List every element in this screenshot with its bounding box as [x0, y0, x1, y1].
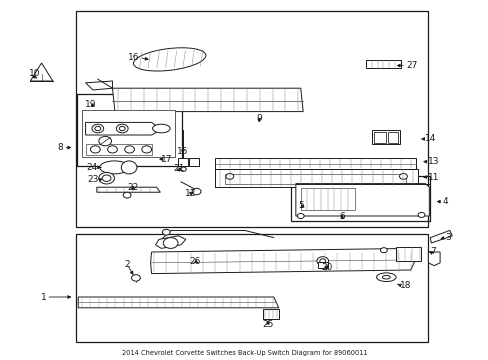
Polygon shape: [112, 88, 303, 112]
Ellipse shape: [99, 172, 114, 184]
Ellipse shape: [119, 126, 125, 131]
Ellipse shape: [376, 273, 395, 282]
Ellipse shape: [382, 275, 389, 279]
Bar: [188, 158, 198, 166]
Polygon shape: [85, 122, 161, 135]
Ellipse shape: [116, 124, 128, 133]
Text: 13: 13: [427, 157, 439, 166]
Ellipse shape: [124, 146, 134, 153]
Bar: [395, 247, 420, 261]
Text: 11: 11: [427, 173, 439, 181]
Bar: [82, 110, 175, 157]
Bar: [373, 132, 385, 143]
Polygon shape: [427, 252, 439, 266]
Bar: [77, 94, 182, 166]
Text: 26: 26: [188, 256, 200, 265]
Text: 12: 12: [184, 189, 196, 198]
Polygon shape: [85, 144, 151, 155]
Bar: [224, 174, 405, 184]
Bar: [76, 11, 427, 227]
Ellipse shape: [99, 136, 111, 146]
Ellipse shape: [163, 238, 178, 248]
Text: 24: 24: [86, 163, 98, 172]
Polygon shape: [429, 230, 451, 243]
Text: 9: 9: [256, 113, 262, 122]
Bar: [290, 176, 429, 221]
Text: 18: 18: [399, 281, 411, 289]
Polygon shape: [215, 169, 417, 187]
Ellipse shape: [399, 174, 407, 179]
Ellipse shape: [162, 229, 170, 235]
Polygon shape: [295, 184, 428, 216]
Ellipse shape: [90, 146, 100, 153]
Ellipse shape: [92, 124, 103, 133]
Polygon shape: [97, 187, 160, 192]
Ellipse shape: [107, 146, 117, 153]
Ellipse shape: [100, 161, 129, 174]
Polygon shape: [155, 236, 185, 248]
Text: 5: 5: [297, 202, 303, 210]
Text: 1: 1: [41, 292, 46, 302]
Bar: [365, 60, 400, 68]
Text: 27: 27: [405, 61, 416, 70]
Ellipse shape: [142, 146, 151, 153]
Polygon shape: [215, 158, 415, 169]
Ellipse shape: [316, 257, 328, 265]
Bar: [300, 188, 354, 210]
Text: 22: 22: [127, 183, 139, 192]
Bar: [317, 262, 327, 268]
Bar: [263, 309, 278, 319]
Polygon shape: [85, 81, 112, 90]
Text: 17: 17: [161, 154, 173, 163]
Ellipse shape: [131, 275, 140, 281]
Ellipse shape: [121, 161, 137, 174]
Ellipse shape: [319, 259, 325, 263]
Text: 2014 Chevrolet Corvette Switches Back-Up Switch Diagram for 89060011: 2014 Chevrolet Corvette Switches Back-Up…: [122, 350, 366, 356]
Ellipse shape: [192, 188, 201, 195]
Polygon shape: [150, 248, 415, 274]
Polygon shape: [78, 297, 278, 308]
Text: 10: 10: [29, 69, 41, 78]
Text: 21: 21: [173, 164, 185, 173]
Text: 20: 20: [320, 263, 332, 271]
Text: 25: 25: [262, 320, 273, 329]
Ellipse shape: [297, 213, 304, 219]
Bar: [387, 132, 397, 143]
Text: 15: 15: [177, 148, 188, 156]
Text: 19: 19: [85, 100, 97, 109]
Text: 3: 3: [444, 233, 450, 242]
Ellipse shape: [380, 248, 386, 253]
Text: 14: 14: [425, 134, 436, 143]
Ellipse shape: [102, 175, 111, 181]
Text: 23: 23: [87, 175, 99, 184]
Bar: [178, 158, 187, 166]
Ellipse shape: [133, 48, 205, 71]
Text: 6: 6: [339, 212, 345, 221]
Ellipse shape: [417, 212, 424, 217]
Ellipse shape: [95, 126, 101, 131]
Ellipse shape: [180, 167, 186, 171]
Text: 7: 7: [429, 248, 435, 256]
Text: 8: 8: [58, 143, 63, 152]
Text: 16: 16: [127, 53, 139, 62]
Ellipse shape: [123, 192, 131, 198]
Bar: [371, 130, 399, 144]
Bar: [76, 234, 427, 342]
Ellipse shape: [225, 174, 233, 179]
Ellipse shape: [152, 124, 170, 133]
Text: 2: 2: [124, 260, 130, 269]
Text: 4: 4: [442, 197, 447, 206]
